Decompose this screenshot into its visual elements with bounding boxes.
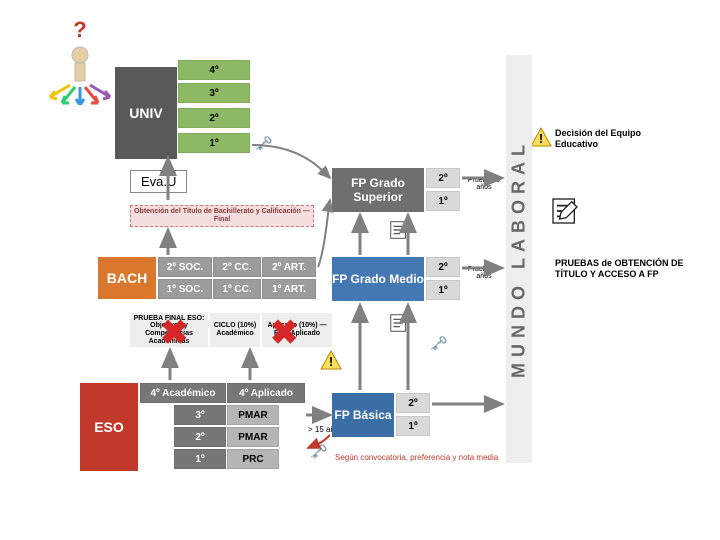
arrow-layer (0, 0, 720, 540)
